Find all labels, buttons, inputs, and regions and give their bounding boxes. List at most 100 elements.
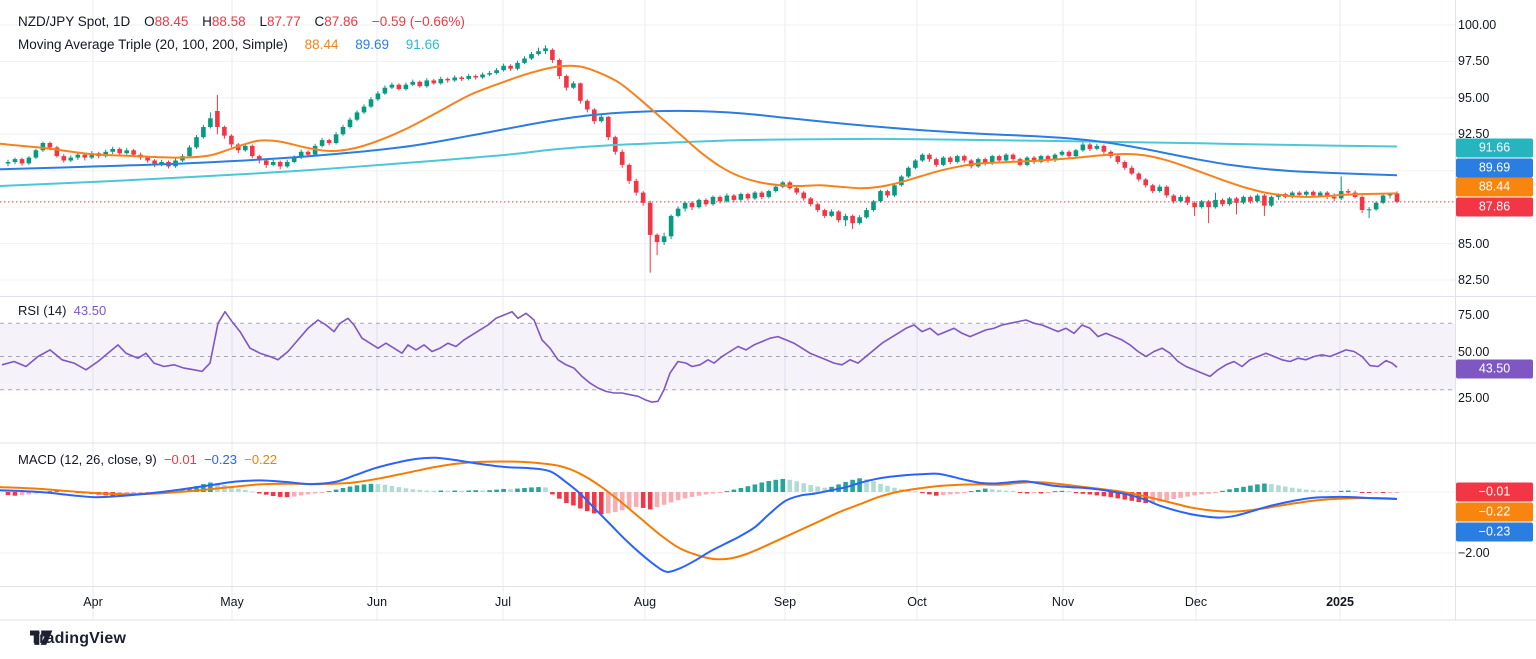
macd-histogram-bar — [864, 479, 869, 492]
candle-body — [5, 162, 11, 164]
macd-histogram-bar — [487, 490, 492, 492]
axis-label: 75.00 — [1458, 308, 1490, 322]
macd-histogram-bar — [312, 492, 318, 494]
macd-histogram-bar — [1073, 492, 1079, 494]
macd-histogram-bar — [815, 486, 820, 492]
time-axis-label: Oct — [907, 595, 927, 609]
axis-label: 92.50 — [1458, 127, 1490, 141]
macd-histogram-bar — [1324, 490, 1330, 492]
macd-histogram-bar — [347, 486, 353, 492]
macd-histogram-bar — [592, 492, 597, 514]
candle-body — [913, 160, 918, 168]
candle-body — [871, 201, 876, 210]
macd-histogram-bar — [1297, 488, 1302, 492]
candle-body — [145, 157, 150, 161]
macd-badge: −0.01 — [1456, 482, 1533, 502]
macd-line-value: −0.23 — [204, 452, 237, 467]
ohlc-high-label: H — [202, 14, 212, 29]
candle-body — [864, 210, 869, 218]
macd-histogram-bar — [452, 490, 457, 492]
macd-histogram-bar — [1003, 490, 1009, 492]
candle-body — [396, 84, 402, 90]
macd-histogram-bar — [647, 492, 653, 510]
macd-histogram-bar — [927, 492, 932, 495]
ma100-value: 89.69 — [355, 37, 390, 52]
macd-histogram-bar — [1394, 492, 1400, 493]
macd-histogram-bar — [1185, 492, 1190, 497]
candle-body — [647, 202, 653, 235]
candle-body — [417, 81, 423, 87]
macd-histogram-bar — [417, 489, 423, 492]
macd-histogram-bar — [1038, 492, 1044, 494]
ma200-line — [0, 137, 1398, 187]
macd-histogram-bar — [26, 492, 32, 495]
candle-body — [1227, 198, 1232, 205]
macd-legend[interactable]: MACD (12, 26, close, 9) −0.01 −0.23 −0.2… — [18, 452, 277, 467]
candle-body — [1206, 201, 1211, 208]
axis-label: 50.00 — [1458, 345, 1490, 359]
candle-body — [899, 176, 904, 186]
macd-histogram-bar — [599, 492, 604, 515]
candle-body — [284, 162, 290, 167]
macd-histogram-bar — [480, 490, 485, 492]
macd-histogram-bar — [955, 492, 960, 494]
candle-body — [201, 127, 206, 138]
candle-body — [1192, 202, 1197, 208]
time-axis-label: Nov — [1051, 595, 1075, 609]
candle-body — [152, 160, 157, 165]
candle-body — [878, 191, 883, 202]
candle-body — [633, 180, 639, 193]
candle-body — [89, 153, 95, 158]
candle-body — [1331, 196, 1337, 199]
candle-body — [291, 157, 297, 162]
candle-body — [773, 186, 779, 192]
candle-body — [850, 215, 855, 224]
rsi-legend[interactable]: RSI (14) 43.50 — [18, 303, 106, 318]
macd-histogram-bar — [619, 492, 625, 511]
candle-body — [1115, 156, 1121, 162]
gridlines — [0, 0, 1455, 620]
candle-body — [1031, 157, 1037, 162]
axis-label: 100.00 — [1458, 18, 1497, 32]
macd-histogram-bar — [787, 479, 793, 492]
candle-body — [696, 199, 702, 208]
macd-histogram-bar — [1143, 492, 1148, 503]
tradingview-watermark[interactable]: TradingView — [30, 630, 126, 648]
candle-body — [410, 81, 416, 85]
macd-histogram-bar — [885, 485, 890, 492]
macd-histogram-bar — [752, 484, 758, 492]
macd-histogram-bar — [1157, 492, 1162, 502]
macd-histogram-bar — [536, 487, 541, 492]
macd-histogram-bar — [1269, 484, 1274, 492]
candle-body — [682, 202, 688, 209]
macd-histogram-bar — [270, 492, 276, 496]
macd-histogram-bar — [1387, 492, 1393, 493]
tradingview-watermark-text: TradingView — [30, 630, 127, 647]
candle-body — [480, 74, 485, 78]
time-axis-label: Jul — [495, 595, 511, 609]
candle-body — [1087, 144, 1093, 149]
candle-body — [801, 192, 806, 199]
candle-body — [557, 60, 562, 76]
candle-body — [12, 159, 18, 162]
macd-histogram-bar — [717, 492, 723, 493]
candle-body — [927, 154, 932, 160]
candle-body — [661, 236, 667, 243]
macd-histogram-bar — [822, 487, 827, 492]
candle-body — [1290, 192, 1295, 197]
ohlc-close-value: 87.86 — [324, 14, 359, 29]
candle-body — [277, 162, 283, 167]
macd-histogram-bar — [389, 485, 395, 492]
macd-histogram-bar — [606, 492, 611, 514]
candle-body — [536, 51, 541, 55]
symbol-title: NZD/JPY Spot, 1D — [18, 14, 131, 29]
chart-legend[interactable]: NZD/JPY Spot, 1D O88.45 H88.58 L87.77 C8… — [18, 10, 465, 56]
macd-histogram-bar — [710, 492, 716, 494]
candle-body — [668, 215, 674, 237]
candle-body — [640, 192, 646, 203]
candle-body — [606, 116, 611, 138]
macd-histogram-bar — [878, 483, 883, 492]
macd-histogram-bar — [1338, 490, 1344, 492]
candle-body — [968, 160, 974, 167]
